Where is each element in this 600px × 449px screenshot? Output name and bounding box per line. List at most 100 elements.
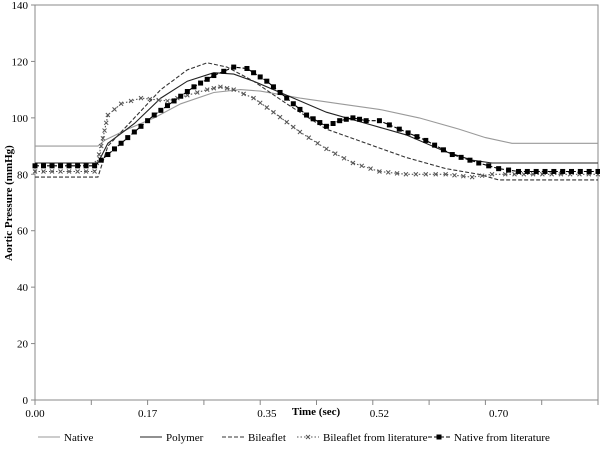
data-point-marker (524, 168, 530, 174)
data-point-marker (533, 168, 539, 174)
data-point-marker (469, 174, 475, 180)
data-point-marker (58, 169, 63, 174)
data-point-marker (290, 124, 296, 130)
series-polymer (35, 72, 598, 164)
y-axis-title: Aortic Pressure (mmHg) (3, 145, 15, 261)
series-line (35, 89, 598, 147)
data-point-marker (105, 112, 111, 118)
data-point-marker (158, 107, 164, 113)
data-point-marker (433, 171, 439, 177)
data-point-marker (194, 90, 200, 95)
y-tick-label: 140 (12, 0, 29, 12)
y-tick-label: 80 (17, 169, 29, 181)
data-point-marker (111, 146, 117, 152)
data-point-marker (423, 137, 429, 143)
data-point-marker (218, 84, 223, 90)
data-point-marker (211, 85, 217, 91)
y-tick-label: 100 (12, 113, 29, 125)
series-bileaflet (35, 62, 598, 181)
x-axis-title: Time (sec) (292, 406, 341, 418)
data-point-marker (83, 163, 89, 169)
data-point-marker (231, 87, 237, 92)
data-point-marker (147, 96, 153, 102)
plot-frame (34, 4, 599, 401)
x-tick-label: 0.35 (257, 408, 277, 420)
data-point-marker (330, 121, 336, 126)
data-point-marker (512, 171, 517, 177)
data-point-marker (204, 87, 210, 92)
x-axis: 0.00 0.17 0.35 0.52 0.70 (25, 400, 599, 420)
data-point-marker (277, 89, 283, 95)
data-point-marker (496, 166, 502, 172)
data-point-marker (66, 163, 72, 169)
data-point-marker (264, 105, 270, 110)
series-line (35, 72, 598, 164)
data-point-marker (290, 101, 296, 107)
data-point-marker (49, 163, 55, 169)
data-point-marker (595, 168, 600, 174)
data-point-marker (458, 154, 464, 160)
data-point-marker (337, 118, 343, 124)
data-point-marker (41, 169, 46, 174)
data-point-marker (452, 172, 457, 178)
data-point-marker (191, 84, 197, 90)
data-point-marker (32, 169, 38, 174)
data-point-marker (270, 84, 276, 90)
data-point-marker (359, 163, 365, 169)
data-point-marker (569, 168, 575, 174)
data-point-marker (224, 85, 230, 91)
data-point-marker (125, 135, 131, 141)
data-point-marker (304, 112, 310, 118)
legend: Native Polymer Bileaflet Bileaflet from lit… (38, 432, 550, 444)
data-point-marker (118, 140, 124, 146)
series-native-from-literature (32, 64, 600, 174)
plot-area-border (34, 4, 599, 401)
data-point-marker (385, 170, 391, 175)
data-point-marker (49, 169, 55, 174)
data-point-marker (449, 152, 455, 158)
data-point-marker (386, 122, 392, 128)
data-point-marker (257, 74, 263, 80)
series-bileaflet-from-literature (32, 84, 600, 180)
data-point-marker (341, 155, 347, 161)
data-point-marker (244, 65, 250, 71)
data-point-marker (489, 171, 495, 177)
data-point-marker (264, 78, 270, 84)
data-point-marker (231, 64, 237, 70)
data-point-marker (363, 118, 369, 124)
data-point-marker (96, 152, 102, 157)
data-point-marker (103, 120, 109, 126)
data-point-marker (92, 169, 97, 174)
data-point-marker (315, 140, 320, 146)
data-point-marker (377, 169, 382, 174)
data-point-marker (297, 106, 303, 112)
data-point-marker (506, 167, 512, 173)
data-point-marker (277, 114, 283, 120)
data-point-marker (323, 123, 329, 129)
data-point-marker (284, 119, 290, 125)
legend-label: Polymer (166, 432, 204, 444)
series-line (35, 62, 598, 181)
data-point-marker (577, 168, 583, 174)
data-point-marker (479, 173, 485, 179)
data-point-marker (516, 168, 522, 174)
data-point-marker (396, 126, 402, 132)
series-native (35, 89, 598, 147)
data-point-marker (376, 118, 382, 124)
legend-item: Native (38, 432, 93, 444)
y-tick-label: 20 (17, 339, 29, 351)
data-point-marker (198, 80, 204, 86)
x-tick-label: 0.52 (370, 408, 389, 420)
data-point-marker (310, 116, 316, 122)
data-point-marker (423, 171, 429, 177)
data-point-marker (112, 107, 117, 112)
legend-item: Bileaflet from literature (297, 432, 428, 444)
series-layer (32, 62, 600, 181)
data-point-marker (467, 157, 473, 163)
data-point-marker (145, 118, 151, 124)
data-point-marker (297, 129, 303, 135)
data-point-marker (257, 100, 263, 106)
data-point-marker (502, 171, 508, 177)
data-point-marker (413, 171, 419, 177)
data-point-marker (83, 169, 89, 174)
